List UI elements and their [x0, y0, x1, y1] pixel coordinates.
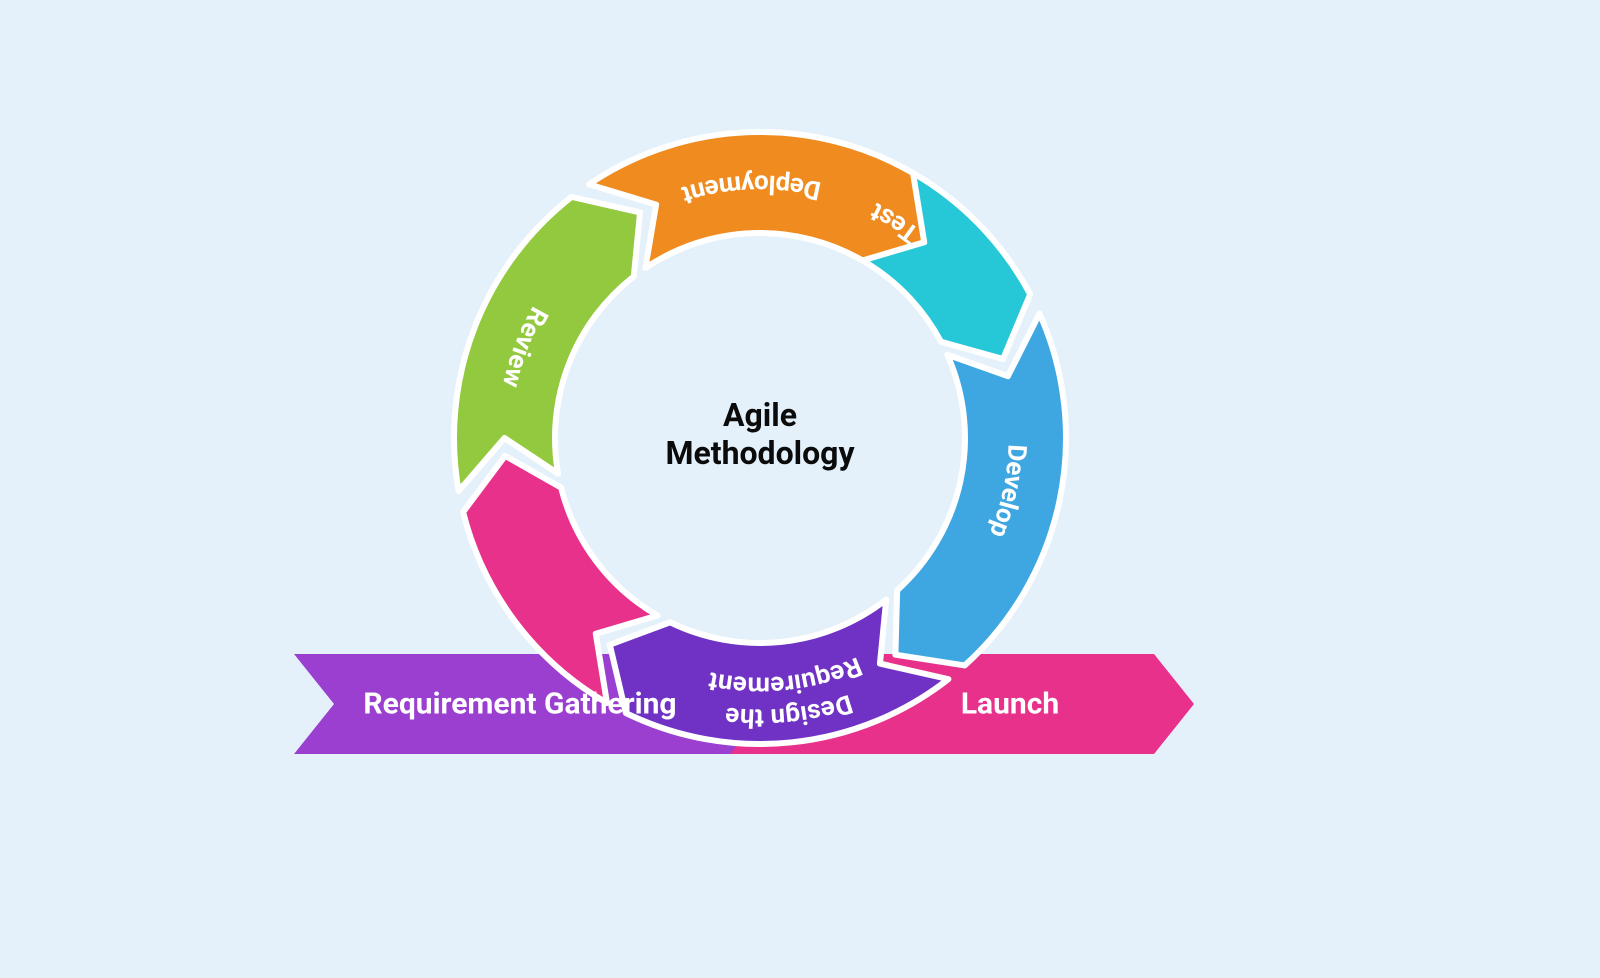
label-req-gather: Requirement Gathering — [363, 687, 676, 722]
label-launch: Launch — [961, 687, 1059, 722]
center-title-line2: Methodology — [665, 434, 855, 472]
agile-methodology-diagram: TestDevelopDesign theRequirementReviewDe… — [0, 0, 1600, 978]
center-title-line1: Agile — [723, 396, 797, 434]
